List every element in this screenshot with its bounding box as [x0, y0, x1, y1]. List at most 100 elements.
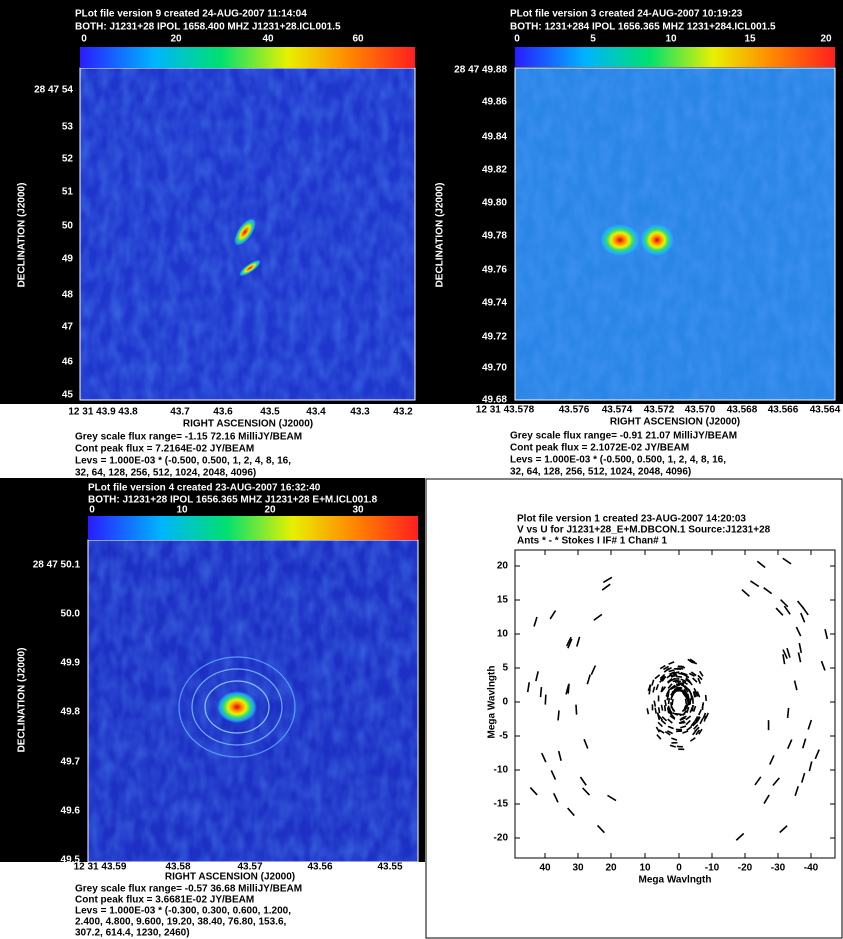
- uv-dash: [692, 691, 696, 698]
- uv-dash: [814, 749, 820, 760]
- uv-dash: [824, 628, 829, 640]
- uv-dash: [694, 690, 699, 697]
- y-tick-label: 49.5: [61, 855, 81, 866]
- uv-dash: [607, 794, 617, 802]
- uv-dash: [678, 720, 685, 725]
- x-tick-label: -20: [738, 863, 753, 874]
- uv-dash: [550, 770, 557, 780]
- uv-dash: [690, 671, 697, 677]
- title-line: BOTH: 1231+284 IPOL 1656.365 MHZ 1231+28…: [510, 22, 776, 33]
- x-tick-label: 43.7: [170, 407, 190, 418]
- colorbar-tick-label: 20: [820, 34, 832, 45]
- uv-dash: [800, 612, 806, 623]
- contour: [204, 680, 270, 734]
- uv-dash: [692, 729, 698, 736]
- source: [239, 259, 261, 277]
- y-tick-label: 49.9: [61, 658, 81, 669]
- x-tick-label: 43.574: [602, 405, 633, 416]
- uv-dash: [593, 613, 603, 621]
- x-tick-label: 43.5: [260, 407, 280, 418]
- uv-dash: [769, 755, 775, 765]
- uv-dash: [660, 704, 664, 711]
- uv-dash: [657, 714, 663, 721]
- uv-dash: [529, 787, 538, 796]
- uv-dash: [673, 684, 680, 688]
- y-tick-label: 49.74: [482, 298, 507, 309]
- uv-dash: [693, 724, 699, 730]
- uv-dash: [682, 673, 689, 678]
- note-line: Grey scale flux range= -0.91 21.07 Milli…: [510, 431, 737, 442]
- y-tick-label: 49.76: [482, 265, 507, 276]
- uv-dash: [795, 626, 802, 637]
- uv-dash: [695, 729, 701, 736]
- uv-dash: [801, 738, 807, 749]
- x-axis-label: RIGHT ASCENSION (J2000): [165, 872, 295, 883]
- uv-dash: [794, 785, 800, 797]
- uv-dash: [808, 761, 813, 772]
- x-tick-label: 12 31 43.9: [68, 407, 116, 418]
- y-tick-label: 15: [497, 595, 509, 606]
- uv-dash: [690, 721, 696, 727]
- y-tick-label: 49.72: [482, 332, 507, 343]
- title-line: Ants * - * Stokes I IF# 1 Chan# 1: [517, 536, 667, 547]
- source: [234, 218, 256, 246]
- y-tick-label: 5: [502, 663, 508, 674]
- y-tick-label: 53: [62, 122, 74, 133]
- uv-dash: [756, 560, 766, 569]
- x-tick-label: -40: [804, 863, 819, 874]
- uv-dash: [666, 673, 673, 679]
- uv-dash: [544, 694, 547, 705]
- uv-dash: [665, 667, 672, 672]
- y-tick-label: -5: [499, 731, 508, 742]
- x-tick-label: 20: [605, 863, 617, 874]
- uv-dash: [668, 707, 673, 715]
- uv-dash: [660, 719, 667, 725]
- uv-dash: [565, 636, 572, 647]
- uv-dash: [680, 725, 687, 729]
- uv-dash: [549, 610, 557, 620]
- y-tick-label: 49.8: [61, 707, 81, 718]
- uv-dash: [779, 825, 788, 834]
- uv-dash: [672, 671, 679, 675]
- colorbar-tick-label: 0: [81, 34, 87, 45]
- title-line: V vs U for J1231+28_E+M.DBCON.1 Source:J…: [517, 525, 771, 536]
- note-line: 307.2, 614.4, 1230, 2460): [75, 928, 190, 939]
- uv-dash: [683, 686, 689, 693]
- uv-dash: [666, 730, 674, 735]
- uv-dash: [533, 616, 538, 627]
- colorbar-tick-label: 20: [170, 34, 182, 45]
- colorbar-tick-label: 0: [514, 34, 520, 45]
- sky-noise: [515, 68, 835, 400]
- uv-dash: [697, 677, 702, 685]
- uv-dash: [682, 730, 689, 734]
- uv-dash: [668, 661, 675, 665]
- x-tick-label: 30: [572, 863, 584, 874]
- uv-dash: [692, 721, 698, 727]
- uv-dash: [782, 654, 786, 665]
- image-frame: [514, 67, 836, 401]
- x-tick-label: 43.576: [559, 405, 590, 416]
- panel: 0 5 10 15 20 PLot file version 3 created 24-A…: [425, 0, 843, 478]
- uv-dash: [685, 719, 691, 726]
- x-tick-label: 43.4: [306, 407, 326, 418]
- y-tick-label: 49.7: [61, 757, 81, 768]
- uv-dash: [659, 675, 666, 681]
- uv-dash: [685, 715, 692, 721]
- uv-dash: [682, 690, 688, 697]
- title-line: Plot file version 1 created 23-AUG-2007 …: [517, 514, 746, 525]
- uv-dash: [670, 691, 677, 696]
- y-tick-label: 49.86: [482, 97, 507, 108]
- y-tick-label: 28 47 49.88: [454, 65, 507, 76]
- uv-dash: [685, 677, 691, 683]
- uv-dash: [675, 686, 682, 690]
- uv-dash: [676, 688, 683, 692]
- uv-dash: [667, 725, 674, 730]
- uv-dash: [669, 744, 676, 748]
- uv-dash: [670, 673, 677, 678]
- uv-dash: [671, 737, 678, 741]
- x-tick-label: -10: [705, 863, 720, 874]
- uv-dash: [749, 580, 760, 588]
- uv-dash: [576, 636, 581, 647]
- uv-dash: [783, 605, 791, 615]
- x-tick-label: 43.55: [377, 862, 402, 873]
